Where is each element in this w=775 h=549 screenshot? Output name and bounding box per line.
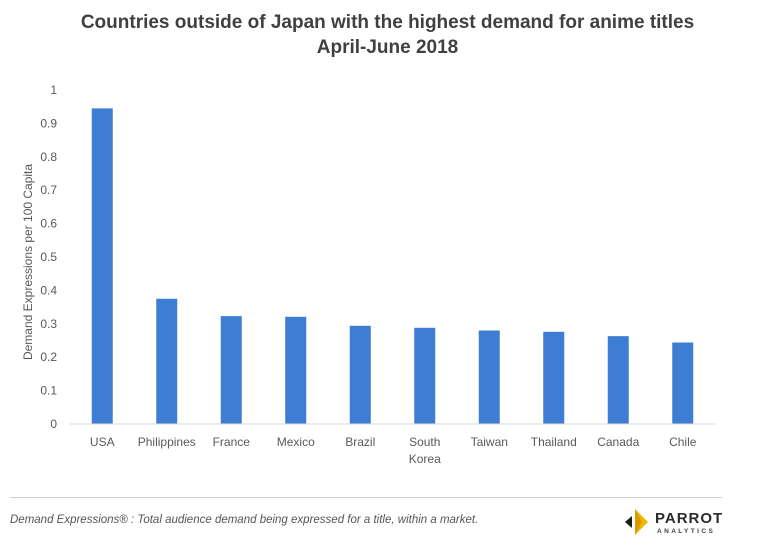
y-tick-label: 0.3	[40, 317, 57, 331]
x-tick-label: Brazil	[345, 435, 375, 449]
chart-title: Countries outside of Japan with the high…	[80, 12, 695, 33]
bar-canada	[607, 336, 629, 424]
parrot-analytics-logo: PARROT ANALYTICS	[622, 506, 732, 538]
chart-title-block: Countries outside of Japan with the high…	[0, 10, 775, 60]
logo-wordmark: PARROT	[655, 510, 724, 527]
bar-south-korea	[414, 327, 436, 424]
y-tick-label: 0.1	[40, 384, 57, 398]
x-tick-label: Taiwan	[471, 435, 508, 449]
footer-divider	[10, 497, 722, 498]
bar-mexico	[285, 316, 307, 424]
parrot-logo-icon	[625, 509, 648, 535]
x-tick-label: Mexico	[277, 435, 315, 449]
x-tick-label: Thailand	[531, 435, 577, 449]
y-tick-label: 0.2	[40, 350, 57, 364]
y-tick-label: 1	[50, 83, 57, 97]
x-tick-label: France	[213, 435, 251, 449]
y-tick-label: 0.5	[40, 250, 57, 264]
bar-brazil	[349, 325, 371, 424]
y-tick-label: 0.7	[40, 183, 57, 197]
y-tick-label: 0.8	[40, 150, 57, 164]
bar-chart: 0 0.1 0.2 0.3 0.4 0.5 0.6 0.7 0.8 0.9 1 USA Philipp…	[21, 83, 715, 466]
bar-philippines	[156, 298, 178, 424]
chart-subtitle: April-June 2018	[316, 37, 459, 58]
bar-taiwan	[478, 330, 500, 424]
logo-subtext: ANALYTICS	[657, 528, 716, 535]
x-tick-label: South Korea	[409, 435, 441, 466]
x-tick-label: Philippines	[138, 435, 196, 449]
footer-note: Demand Expressions® : Total audience dem…	[10, 514, 479, 526]
x-axis-labels: USA Philippines France Mexico Brazil South Kor…	[90, 435, 697, 466]
y-tick-label: 0.9	[40, 116, 57, 130]
y-axis-label: Demand Expressions per 100 Capita	[21, 164, 35, 360]
bars	[91, 108, 694, 425]
y-axis-ticks: 0 0.1 0.2 0.3 0.4 0.5 0.6 0.7 0.8 0.9 1	[40, 83, 57, 431]
y-tick-label: 0.6	[40, 217, 57, 231]
bar-thailand	[543, 331, 565, 424]
y-tick-label: 0	[50, 417, 57, 431]
x-tick-label: Canada	[597, 435, 639, 449]
bar-chile	[672, 342, 694, 424]
x-tick-label: USA	[90, 435, 115, 449]
bar-usa	[91, 108, 113, 425]
x-tick-label: Chile	[669, 435, 697, 449]
y-tick-label: 0.4	[40, 283, 57, 297]
bar-france	[220, 316, 242, 424]
